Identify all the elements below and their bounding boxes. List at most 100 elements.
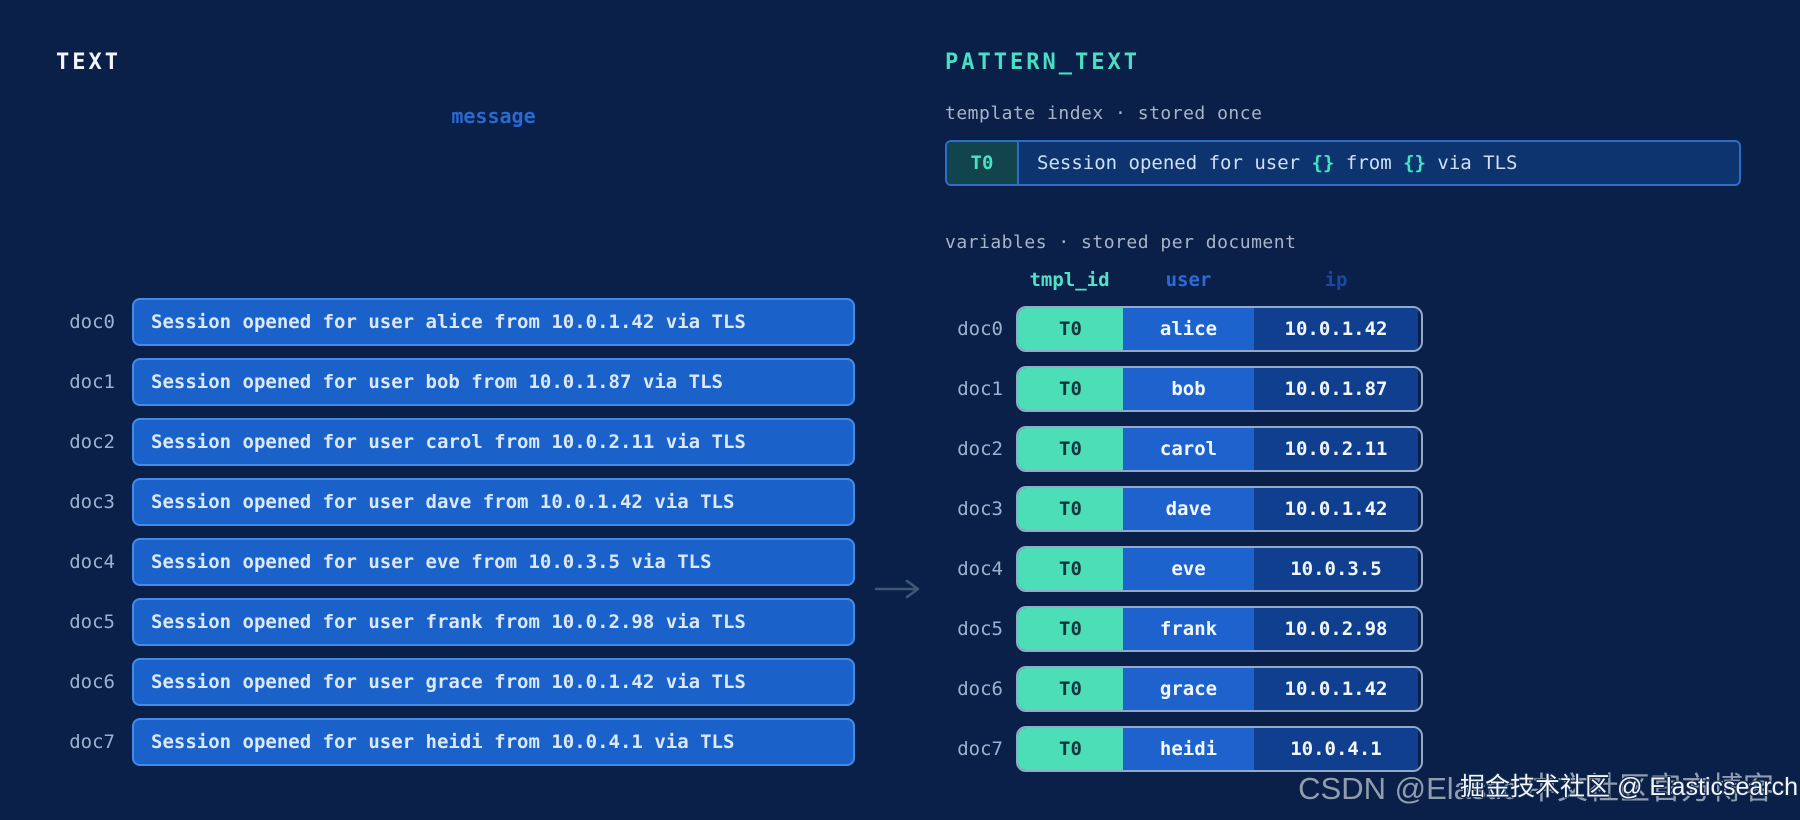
message-column-header: message xyxy=(451,104,536,128)
ip-cell: 10.0.1.87 xyxy=(1254,368,1418,410)
message-box: Session opened for user frank from 10.0.… xyxy=(132,598,855,646)
ip-cell: 10.0.4.1 xyxy=(1254,728,1418,770)
table-row: doc3 T0 dave 10.0.1.42 xyxy=(920,486,1423,532)
doc-label: doc6 xyxy=(69,671,115,693)
tmpl-id-cell: T0 xyxy=(1018,368,1123,410)
template-section-label: template index · stored once xyxy=(945,103,1263,124)
message-box: Session opened for user eve from 10.0.3.… xyxy=(132,538,855,586)
csdn-watermark: CSDN @Elastic 中文社区官方博客 xyxy=(1298,771,1774,806)
message-text: Session opened for user bob from 10.0.1.… xyxy=(151,371,723,393)
template-part: via TLS xyxy=(1425,152,1518,174)
template-part: from xyxy=(1334,152,1404,174)
message-text: Session opened for user frank from 10.0.… xyxy=(151,611,746,633)
ip-cell: 10.0.1.42 xyxy=(1254,308,1418,350)
user-cell: heidi xyxy=(1123,728,1254,770)
doc-label: doc5 xyxy=(69,611,115,633)
message-box: Session opened for user alice from 10.0.… xyxy=(132,298,855,346)
ip-cell: 10.0.2.11 xyxy=(1254,428,1418,470)
variables-table: tmpl_id user ip doc0 T0 alice 10.0.1.42 … xyxy=(920,268,1423,786)
ip-cell: 10.0.1.42 xyxy=(1254,668,1418,710)
user-cell: dave xyxy=(1123,488,1254,530)
table-row: doc5 Session opened for user frank from … xyxy=(30,598,855,646)
table-row: doc6 Session opened for user grace from … xyxy=(30,658,855,706)
message-text: Session opened for user grace from 10.0.… xyxy=(151,671,746,693)
template-placeholder: {} xyxy=(1311,152,1335,174)
table-row: doc7 T0 heidi 10.0.4.1 xyxy=(920,726,1423,772)
message-text: Session opened for user heidi from 10.0.… xyxy=(151,731,735,753)
variables-section-label: variables · stored per document xyxy=(945,232,1297,253)
table-row: doc1 Session opened for user bob from 10… xyxy=(30,358,855,406)
user-cell: eve xyxy=(1123,548,1254,590)
table-row: doc1 T0 bob 10.0.1.87 xyxy=(920,366,1423,412)
doc-label: doc2 xyxy=(69,431,115,453)
doc-label: doc4 xyxy=(957,558,1003,580)
doc-label: doc2 xyxy=(957,438,1003,460)
variables-pill: T0 eve 10.0.3.5 xyxy=(1016,546,1423,592)
variables-pill: T0 carol 10.0.2.11 xyxy=(1016,426,1423,472)
doc-label: doc3 xyxy=(957,498,1003,520)
template-box: T0 Session opened for user {} from {} vi… xyxy=(945,140,1741,186)
doc-label: doc1 xyxy=(69,371,115,393)
doc-label: doc4 xyxy=(69,551,115,573)
table-row: doc3 Session opened for user dave from 1… xyxy=(30,478,855,526)
juejin-watermark: 掘金技术社区 @ Elasticsearch xyxy=(1460,773,1798,801)
template-placeholder: {} xyxy=(1403,152,1426,174)
variables-table-header: tmpl_id user ip xyxy=(920,268,1423,296)
template-text: Session opened for user {} from {} via T… xyxy=(1019,142,1517,184)
table-row: doc6 T0 grace 10.0.1.42 xyxy=(920,666,1423,712)
user-cell: alice xyxy=(1123,308,1254,350)
doc-label: doc7 xyxy=(69,731,115,753)
table-row: doc0 T0 alice 10.0.1.42 xyxy=(920,306,1423,352)
left-section-title: TEXT xyxy=(56,50,121,75)
tmpl-id-cell: T0 xyxy=(1018,308,1123,350)
message-box: Session opened for user grace from 10.0.… xyxy=(132,658,855,706)
variables-pill: T0 heidi 10.0.4.1 xyxy=(1016,726,1423,772)
message-box: Session opened for user bob from 10.0.1.… xyxy=(132,358,855,406)
variables-pill: T0 frank 10.0.2.98 xyxy=(1016,606,1423,652)
message-text: Session opened for user dave from 10.0.1… xyxy=(151,491,735,513)
template-id-badge: T0 xyxy=(947,142,1019,184)
variables-pill: T0 bob 10.0.1.87 xyxy=(1016,366,1423,412)
doc-label: doc5 xyxy=(957,618,1003,640)
text-rows: doc0 Session opened for user alice from … xyxy=(30,298,855,778)
transform-arrow-icon xyxy=(874,579,920,599)
table-row: doc2 T0 carol 10.0.2.11 xyxy=(920,426,1423,472)
message-text: Session opened for user carol from 10.0.… xyxy=(151,431,746,453)
message-text: Session opened for user eve from 10.0.3.… xyxy=(151,551,712,573)
table-row: doc0 Session opened for user alice from … xyxy=(30,298,855,346)
message-text: Session opened for user alice from 10.0.… xyxy=(151,311,746,333)
table-row: doc2 Session opened for user carol from … xyxy=(30,418,855,466)
doc-label: doc3 xyxy=(69,491,115,513)
user-cell: grace xyxy=(1123,668,1254,710)
ip-cell: 10.0.3.5 xyxy=(1254,548,1418,590)
variables-pill: T0 grace 10.0.1.42 xyxy=(1016,666,1423,712)
column-header-ip: ip xyxy=(1324,269,1348,291)
tmpl-id-cell: T0 xyxy=(1018,428,1123,470)
table-row: doc5 T0 frank 10.0.2.98 xyxy=(920,606,1423,652)
doc-label: doc0 xyxy=(69,311,115,333)
template-part: Session opened for user xyxy=(1037,152,1312,174)
column-header-user: user xyxy=(1165,269,1212,291)
message-box: Session opened for user heidi from 10.0.… xyxy=(132,718,855,766)
variables-pill: T0 dave 10.0.1.42 xyxy=(1016,486,1423,532)
variables-pill: T0 alice 10.0.1.42 xyxy=(1016,306,1423,352)
doc-label: doc7 xyxy=(957,738,1003,760)
tmpl-id-cell: T0 xyxy=(1018,668,1123,710)
message-box: Session opened for user carol from 10.0.… xyxy=(132,418,855,466)
right-section-title: PATTERN_TEXT xyxy=(945,50,1140,75)
tmpl-id-cell: T0 xyxy=(1018,728,1123,770)
header-spacer xyxy=(920,268,1016,296)
user-cell: frank xyxy=(1123,608,1254,650)
ip-cell: 10.0.1.42 xyxy=(1254,488,1418,530)
table-row: doc4 Session opened for user eve from 10… xyxy=(30,538,855,586)
table-row: doc4 T0 eve 10.0.3.5 xyxy=(920,546,1423,592)
column-header-tmpl-id: tmpl_id xyxy=(1029,269,1110,291)
user-cell: carol xyxy=(1123,428,1254,470)
doc-label: doc6 xyxy=(957,678,1003,700)
user-cell: bob xyxy=(1123,368,1254,410)
message-box: Session opened for user dave from 10.0.1… xyxy=(132,478,855,526)
doc-label: doc1 xyxy=(957,378,1003,400)
tmpl-id-cell: T0 xyxy=(1018,548,1123,590)
tmpl-id-cell: T0 xyxy=(1018,488,1123,530)
